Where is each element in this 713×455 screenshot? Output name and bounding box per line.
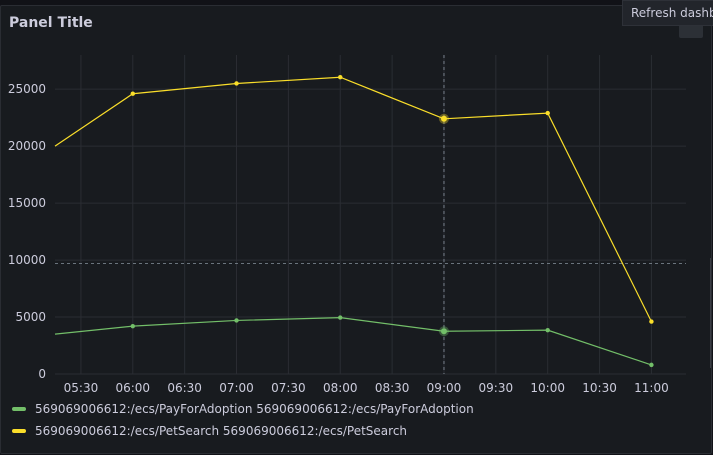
- x-tick-label: 11:00: [634, 381, 669, 395]
- data-point: [338, 75, 343, 80]
- legend: 569069006612:/ecs/PayForAdoption 5690690…: [12, 398, 474, 442]
- data-point: [545, 327, 550, 333]
- x-tick-label: 08:00: [323, 381, 358, 395]
- panel-title[interactable]: Panel Title: [9, 15, 93, 31]
- data-point: [130, 323, 135, 329]
- data-point: [338, 315, 343, 320]
- series-line: [54, 76, 652, 322]
- legend-swatch-icon: [12, 429, 26, 433]
- y-tick-label: 10000: [8, 253, 46, 267]
- legend-label: 569069006612:/ecs/PetSearch 569069006612…: [35, 424, 408, 438]
- data-point: [649, 319, 654, 324]
- data-point: [545, 110, 550, 116]
- data-point: [234, 81, 239, 86]
- x-tick-label: 07:00: [219, 381, 254, 395]
- x-tick-label: 09:30: [479, 381, 514, 395]
- y-tick-label: 5000: [15, 310, 46, 324]
- refresh-tooltip: Refresh dashb: [622, 0, 713, 26]
- hover-point: [440, 328, 447, 335]
- data-point: [130, 91, 135, 96]
- panel: Panel Title: [0, 5, 712, 454]
- data-point: [649, 362, 654, 368]
- x-tick-label: 06:00: [115, 381, 150, 395]
- series-line: [54, 317, 652, 366]
- x-tick-label: 07:30: [271, 381, 306, 395]
- hover-point: [440, 115, 447, 122]
- legend-label: 569069006612:/ecs/PayForAdoption 5690690…: [35, 402, 474, 416]
- x-tick-label: 06:30: [167, 381, 202, 395]
- x-tick-label: 10:30: [582, 381, 617, 395]
- x-tick-label: 08:30: [375, 381, 410, 395]
- y-tick-label: 0: [38, 367, 46, 381]
- x-tick-label: 05:30: [64, 381, 99, 395]
- x-tick-label: 09:00: [427, 381, 462, 395]
- resize-handle[interactable]: [707, 258, 711, 368]
- y-tick-label: 15000: [8, 196, 46, 210]
- panel-menu-button[interactable]: [679, 24, 703, 38]
- x-tick-label: 10:00: [530, 381, 565, 395]
- legend-swatch-icon: [12, 407, 26, 411]
- legend-item[interactable]: 569069006612:/ecs/PetSearch 569069006612…: [12, 420, 474, 442]
- data-point: [234, 318, 239, 323]
- legend-item[interactable]: 569069006612:/ecs/PayForAdoption 5690690…: [12, 398, 474, 420]
- y-tick-label: 20000: [8, 139, 46, 153]
- y-tick-label: 25000: [8, 82, 46, 96]
